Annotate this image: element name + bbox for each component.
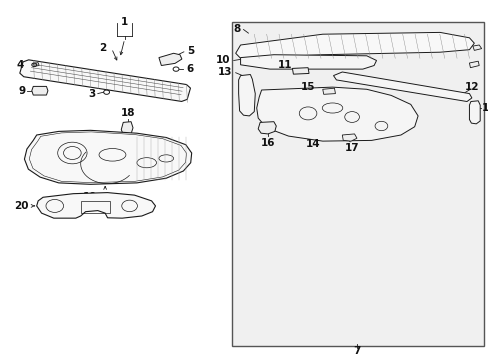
Text: 15: 15 [300,82,315,92]
Text: 13: 13 [481,103,488,113]
Text: 3: 3 [88,89,95,99]
Polygon shape [292,68,308,74]
Polygon shape [37,193,155,218]
Text: 1: 1 [121,17,128,27]
Text: 14: 14 [305,139,320,149]
Polygon shape [235,32,473,58]
Bar [81,201,110,213]
Text: 7: 7 [352,346,360,356]
Text: 17: 17 [344,143,359,153]
Text: 5: 5 [186,46,194,56]
Text: 6: 6 [186,64,194,74]
Text: 13: 13 [217,67,232,77]
Polygon shape [240,55,376,69]
Polygon shape [468,101,479,124]
Text: 2: 2 [99,42,106,53]
Polygon shape [32,86,48,95]
Text: 12: 12 [464,82,478,92]
Polygon shape [121,122,133,135]
Polygon shape [258,122,276,134]
Polygon shape [20,60,190,102]
Polygon shape [342,134,356,141]
Text: 18: 18 [121,108,135,118]
Polygon shape [468,61,478,68]
Text: 8: 8 [233,24,240,34]
Polygon shape [472,45,481,50]
Text: 11: 11 [277,60,292,70]
Polygon shape [33,63,39,66]
Polygon shape [238,75,255,116]
Text: 4: 4 [16,60,23,70]
Text: 16: 16 [260,138,275,148]
Polygon shape [322,88,335,94]
Polygon shape [159,53,182,66]
Text: 9: 9 [18,86,25,96]
Polygon shape [256,87,417,141]
Text: 10: 10 [216,55,230,66]
Text: 19: 19 [83,192,98,202]
Polygon shape [333,72,471,102]
Bar [232,22,483,346]
Polygon shape [24,130,191,184]
Text: 20: 20 [14,201,28,211]
